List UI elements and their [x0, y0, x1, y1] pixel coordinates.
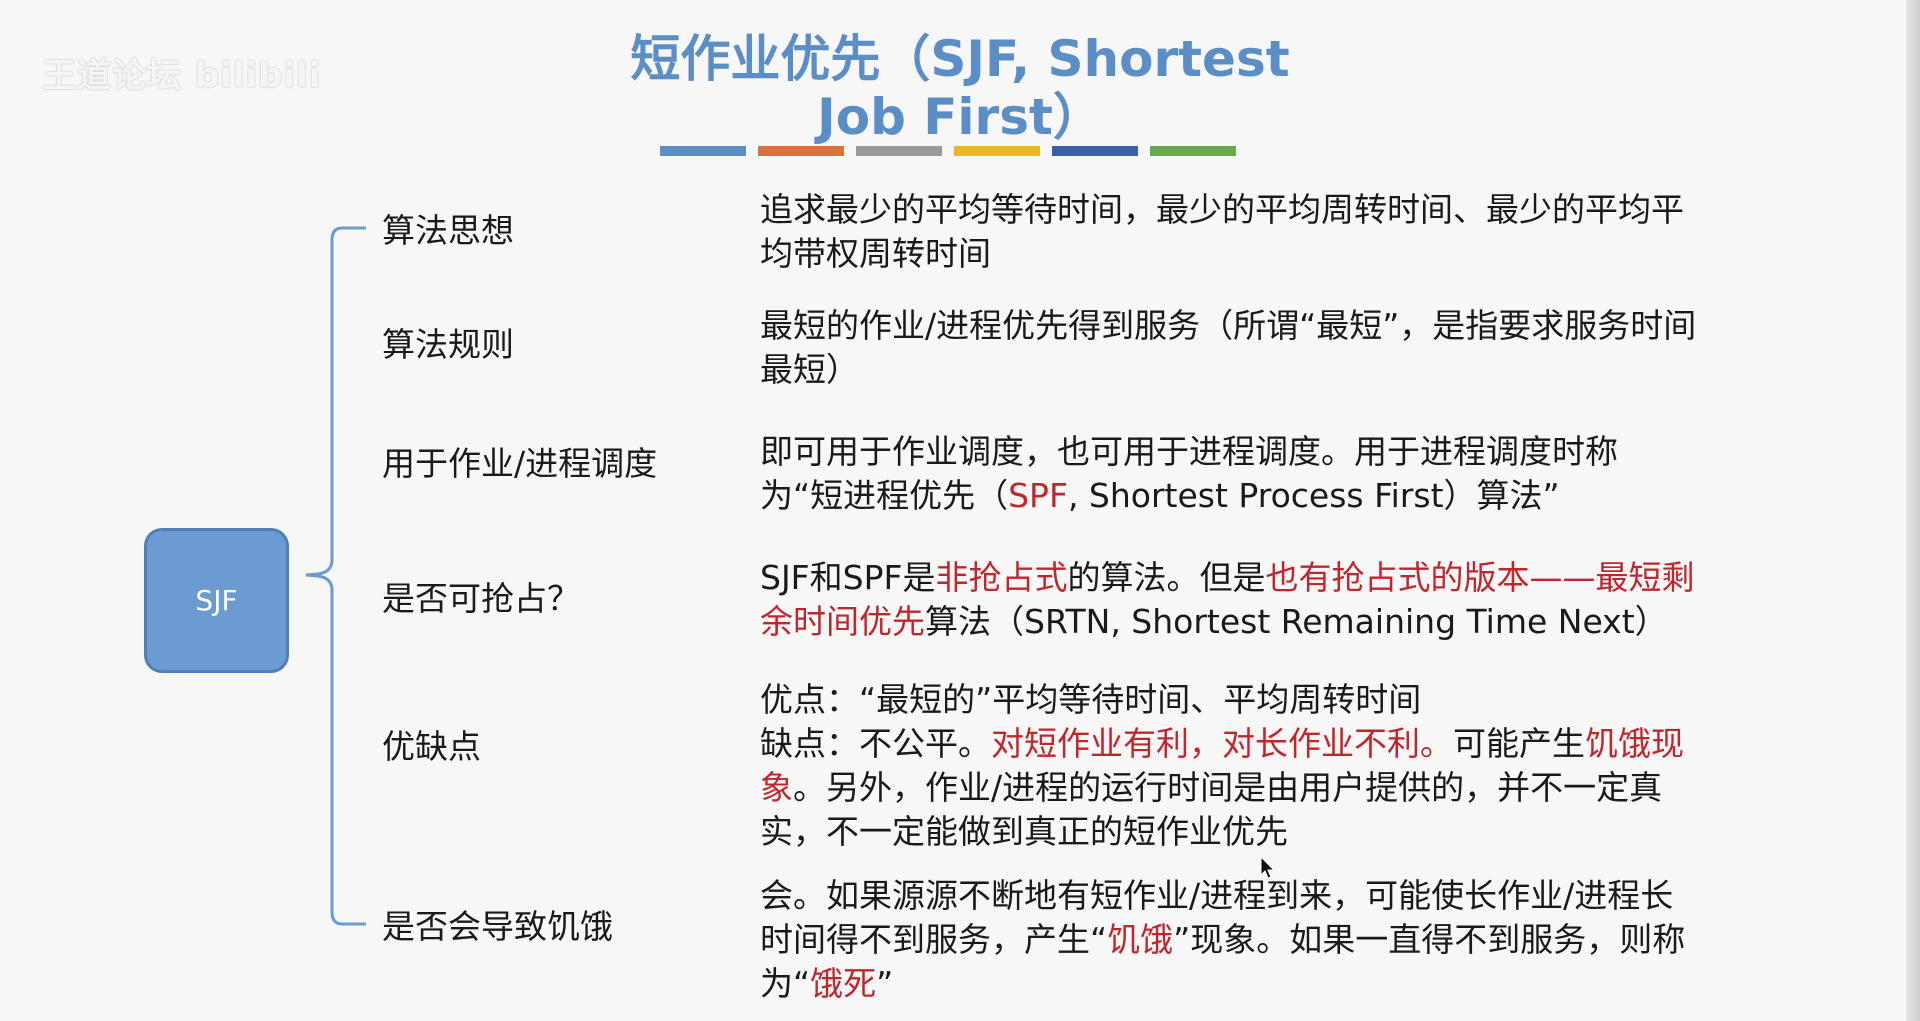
- desc-paragraph: 会。如果源源不断地有短作业/进程到来，可能使长作业/进程长时间得不到服务，产生“…: [760, 874, 1700, 1006]
- title-color-bar-4: [954, 146, 1040, 156]
- highlight-text: SPF: [1008, 476, 1068, 515]
- highlight-text: 饿死: [810, 964, 877, 1003]
- desc-text: 的算法。但是: [1067, 558, 1266, 597]
- title-line-2: Job First）: [817, 88, 1103, 146]
- desc-paragraph: 即可用于作业调度，也可用于进程调度。用于进程调度时称为“短进程优先（SPF, S…: [760, 430, 1700, 518]
- row-desc-usage: 即可用于作业调度，也可用于进程调度。用于进程调度时称为“短进程优先（SPF, S…: [760, 430, 1700, 518]
- desc-text: ”现象。如果一直得不到服务，则称为“: [760, 920, 1686, 1003]
- watermark: 王道论坛 bilibili: [42, 56, 322, 96]
- title-line-1: 短作业优先（SJF, Shortest: [630, 30, 1290, 88]
- desc-text: SJF和SPF是: [760, 558, 936, 597]
- desc-paragraph: 最短的作业/进程优先得到服务（所谓“最短”，是指要求服务时间最短）: [760, 304, 1700, 392]
- title-color-bar-1: [660, 146, 746, 156]
- row-label-starvation: 是否会导致饥饿: [382, 907, 613, 946]
- desc-text: , Shortest Process First）算法”: [1067, 476, 1560, 515]
- row-label-preemptive: 是否可抢占？: [382, 579, 580, 618]
- title-color-bar-2: [758, 146, 844, 156]
- title-color-bar-6: [1150, 146, 1236, 156]
- row-label-usage: 用于作业/进程调度: [382, 444, 658, 483]
- desc-paragraph: SJF和SPF是非抢占式的算法。但是也有抢占式的版本——最短剩余时间优先算法（S…: [760, 556, 1700, 644]
- highlight-text: 也有抢占式的版本——最短剩余时间优先: [760, 558, 1695, 641]
- title-color-bar-3: [856, 146, 942, 156]
- window-edge: [1906, 0, 1920, 1021]
- desc-paragraph: 优点：“最短的”平均等待时间、平均周转时间: [760, 678, 1700, 722]
- row-desc-rule: 最短的作业/进程优先得到服务（所谓“最短”，是指要求服务时间最短）: [760, 304, 1700, 392]
- row-label-idea: 算法思想: [382, 211, 514, 250]
- desc-text: 可能产生: [1453, 724, 1585, 763]
- highlight-text: 饥饿: [1107, 920, 1174, 959]
- desc-paragraph: 追求最少的平均等待时间，最少的平均周转时间、最少的平均平均带权周转时间: [760, 188, 1700, 276]
- desc-text: 会。如果源源不断地有短作业/进程到来，可能使长作业/进程长时间得不到服务，产生“: [760, 876, 1674, 959]
- desc-text: 优点：“最短的”平均等待时间、平均周转时间: [760, 680, 1422, 719]
- title-color-bar-5: [1052, 146, 1138, 156]
- row-desc-preemptive: SJF和SPF是非抢占式的算法。但是也有抢占式的版本——最短剩余时间优先算法（S…: [760, 556, 1700, 644]
- mouse-pointer-icon: [1260, 856, 1276, 879]
- desc-text: 。另外，作业/进程的运行时间是由用户提供的，并不一定真实，不一定能做到真正的短作…: [760, 768, 1663, 851]
- desc-text: 即可用于作业调度，也可用于进程调度。用于进程调度时称为“短进程优先（: [760, 432, 1618, 515]
- page-title: 短作业优先（SJF, Shortest Job First）: [560, 30, 1360, 146]
- row-desc-pros-cons: 优点：“最短的”平均等待时间、平均周转时间 缺点：不公平。对短作业有利，对长作业不…: [760, 678, 1700, 854]
- desc-paragraph: 缺点：不公平。对短作业有利，对长作业不利。可能产生饥饿现象。另外，作业/进程的运…: [760, 722, 1700, 854]
- highlight-text: 饥饿现象: [760, 724, 1684, 807]
- desc-text: ”: [876, 964, 894, 1003]
- row-label-pros-cons: 优缺点: [382, 727, 481, 766]
- desc-text: 最短的作业/进程优先得到服务（所谓“最短”，是指要求服务时间最短）: [760, 306, 1697, 389]
- highlight-text: 非抢占式: [935, 558, 1068, 597]
- row-desc-idea: 追求最少的平均等待时间，最少的平均周转时间、最少的平均平均带权周转时间: [760, 188, 1700, 276]
- desc-text: 缺点：不公平。: [760, 724, 991, 763]
- row-label-rule: 算法规则: [382, 325, 514, 364]
- highlight-text: 对短作业有利，对长作业不利。: [991, 724, 1453, 763]
- row-desc-starvation: 会。如果源源不断地有短作业/进程到来，可能使长作业/进程长时间得不到服务，产生“…: [760, 874, 1700, 1006]
- desc-text: 算法（SRTN, Shortest Remaining Time Next）: [925, 602, 1668, 641]
- root-node: SJF: [144, 528, 289, 673]
- desc-text: 追求最少的平均等待时间，最少的平均周转时间、最少的平均平均带权周转时间: [760, 190, 1684, 273]
